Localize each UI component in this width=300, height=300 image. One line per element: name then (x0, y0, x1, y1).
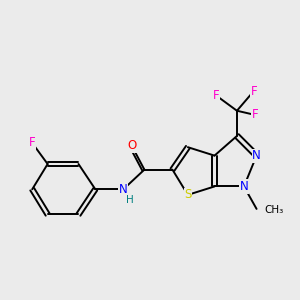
Text: F: F (29, 136, 35, 149)
Text: N: N (240, 180, 248, 193)
Text: H: H (126, 195, 134, 205)
Text: F: F (250, 85, 257, 98)
Text: N: N (252, 149, 261, 162)
Text: N: N (119, 183, 128, 196)
Text: O: O (127, 139, 136, 152)
Text: S: S (184, 188, 191, 201)
Text: F: F (252, 108, 259, 122)
Text: CH₃: CH₃ (264, 205, 284, 215)
Text: F: F (213, 89, 219, 102)
